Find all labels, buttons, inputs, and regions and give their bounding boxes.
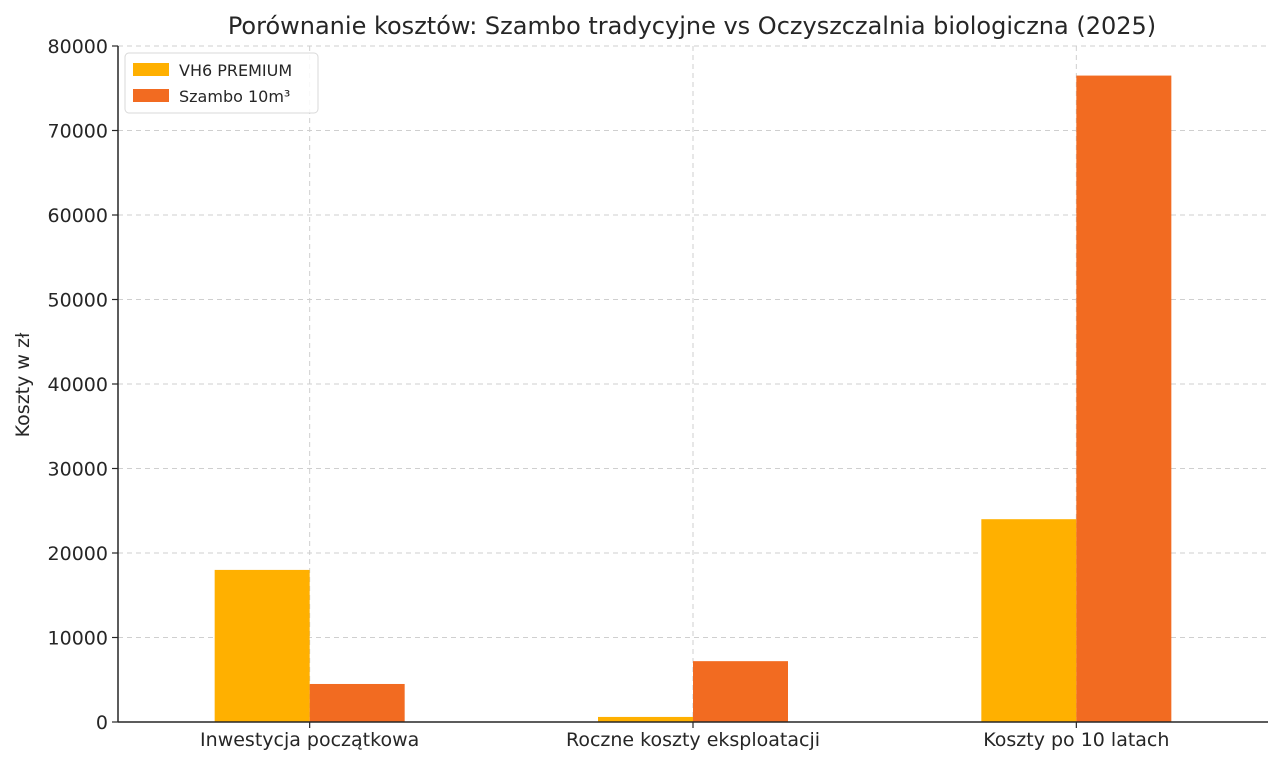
bar-1-2 (598, 716, 693, 722)
y-tick-label: 10000 (48, 628, 108, 650)
legend-label: Szambo 10m³ (179, 87, 290, 106)
legend-swatch (133, 63, 169, 76)
y-tick-label: 70000 (48, 121, 108, 143)
x-tick-label: Inwestycja początkowa (200, 729, 419, 751)
legend-label: VH6 PREMIUM (179, 61, 292, 80)
bar-2-2 (693, 661, 788, 722)
bar-2-1 (309, 683, 405, 722)
y-tick-label: 0 (96, 712, 108, 734)
bar-2-3 (1076, 75, 1172, 722)
y-axis-label: Koszty w zł (12, 332, 34, 437)
y-tick-label: 80000 (48, 36, 108, 58)
bar-1-3 (981, 519, 1077, 722)
x-tick-labels: Inwestycja początkowa Roczne koszty ekspl… (200, 722, 1169, 751)
y-tick-labels: 0 10000 20000 30000 40000 50000 60000 70000 8000… (48, 36, 118, 734)
y-tick-label: 30000 (48, 459, 108, 481)
legend-box (124, 52, 319, 114)
x-tick-label: Koszty po 10 latach (983, 729, 1169, 751)
chart-title: Porównanie kosztów: Szambo tradycyjne vs… (228, 12, 1156, 40)
y-tick-label: 50000 (48, 290, 108, 312)
x-tick-label: Roczne koszty eksploatacji (566, 729, 820, 751)
y-tick-label: 40000 (48, 374, 108, 396)
legend: VH6 PREMIUM Szambo 10m³ (124, 52, 319, 114)
y-tick-label: 20000 (48, 543, 108, 565)
bar-1-1 (214, 569, 310, 722)
bars (214, 75, 1172, 722)
y-tick-label: 60000 (48, 205, 108, 227)
legend-swatch (133, 89, 169, 102)
